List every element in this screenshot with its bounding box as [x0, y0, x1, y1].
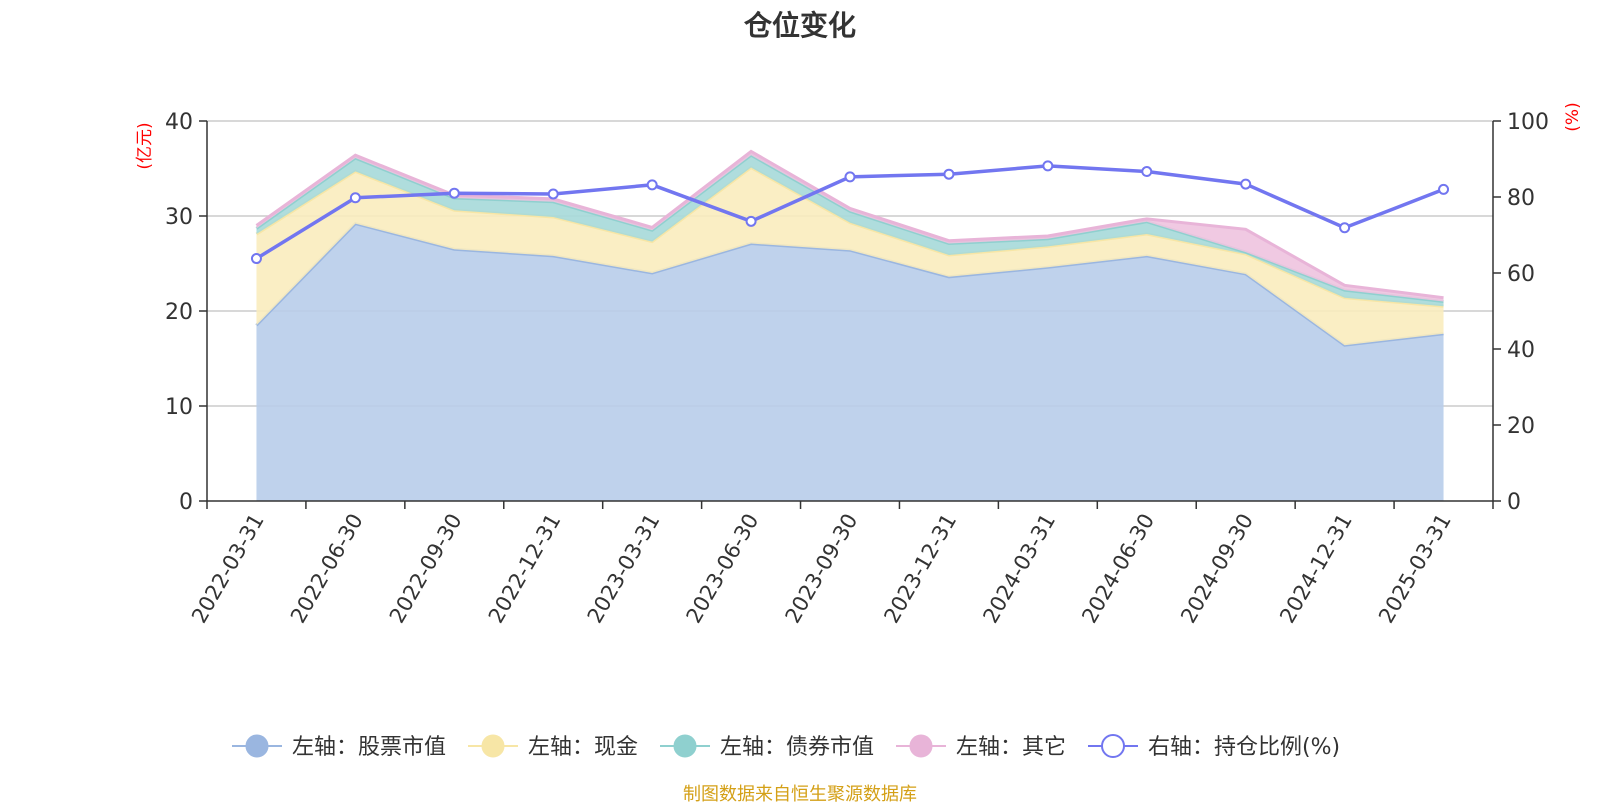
legend-symbol-marker — [909, 734, 933, 758]
legend-symbol-marker — [245, 734, 269, 758]
right-tick-label: 60 — [1507, 262, 1535, 287]
legend-label: 左轴：股票市值 — [292, 735, 446, 760]
left-tick-label: 20 — [165, 300, 193, 325]
legend: 左轴：股票市值 左轴：现金 左轴：债券市值 左轴：其它 右轴：持仓比例(%) — [232, 734, 1340, 760]
holding-ratio-point — [1339, 222, 1351, 234]
x-tick-label: 2023-09-30 — [781, 510, 863, 628]
right-tick-label: 20 — [1507, 414, 1535, 439]
legend-symbol-marker — [673, 734, 697, 758]
x-tick-label: 2024-03-31 — [978, 510, 1060, 628]
holding-ratio-point — [745, 215, 757, 227]
x-tick-label: 2024-12-31 — [1275, 510, 1357, 628]
x-tick-label: 2024-09-30 — [1176, 510, 1258, 628]
legend-item: 右轴：持仓比例(%) — [1088, 734, 1340, 760]
legend-label: 左轴：现金 — [528, 735, 638, 760]
left-tick-label: 0 — [179, 490, 193, 515]
right-axis-unit: (%) — [1563, 102, 1583, 131]
holding-ratio-point — [844, 171, 856, 183]
right-tick-label: 100 — [1507, 110, 1549, 135]
holding-ratio-point — [547, 188, 559, 200]
holding-ratio-point — [1141, 166, 1153, 178]
area-series-1 — [256, 167, 1444, 346]
x-tick-label: 2022-09-30 — [385, 510, 467, 628]
left-axis-unit: (亿元) — [135, 122, 155, 169]
left-tick-label: 40 — [165, 110, 193, 135]
holding-ratio-point — [349, 192, 361, 204]
legend-item: 左轴：股票市值 — [232, 734, 446, 760]
legend-symbol-marker — [1101, 734, 1125, 758]
holding-ratio-point — [1042, 160, 1054, 172]
holding-ratio-point — [1438, 183, 1450, 195]
legend-item: 左轴：债券市值 — [660, 734, 874, 760]
legend-symbol-marker — [481, 734, 505, 758]
right-tick-label: 80 — [1507, 186, 1535, 211]
right-tick-label: 0 — [1507, 490, 1521, 515]
holding-ratio-point — [943, 168, 955, 180]
legend-item: 左轴：其它 — [896, 734, 1066, 760]
x-tick-label: 2023-06-30 — [682, 510, 764, 628]
legend-label: 左轴：其它 — [956, 735, 1066, 760]
left-tick-label: 10 — [165, 395, 193, 420]
right-tick-label: 40 — [1507, 338, 1535, 363]
holding-ratio-point — [646, 179, 658, 191]
holding-ratio-point — [250, 253, 262, 265]
holding-ratio-point — [1240, 178, 1252, 190]
x-tick-label: 2024-06-30 — [1077, 510, 1159, 628]
x-tick-label: 2023-03-31 — [583, 510, 665, 628]
holding-ratio-point — [448, 187, 460, 199]
left-tick-label: 30 — [165, 205, 193, 230]
area-series-2 — [256, 155, 1444, 307]
x-tick-label: 2022-03-31 — [187, 510, 269, 628]
area-series-0 — [256, 223, 1444, 501]
chart-title: 仓位变化 — [743, 9, 856, 42]
x-tick-label: 2022-12-31 — [484, 510, 566, 628]
legend-label: 右轴：持仓比例(%) — [1148, 735, 1340, 760]
legend-label: 左轴：债券市值 — [720, 735, 874, 760]
x-tick-label: 2023-12-31 — [879, 510, 961, 628]
data-source-note: 制图数据来自恒生聚源数据库 — [683, 784, 917, 805]
legend-item: 左轴：现金 — [468, 734, 638, 760]
x-tick-label: 2025-03-31 — [1374, 510, 1456, 628]
x-tick-label: 2022-06-30 — [286, 510, 368, 628]
